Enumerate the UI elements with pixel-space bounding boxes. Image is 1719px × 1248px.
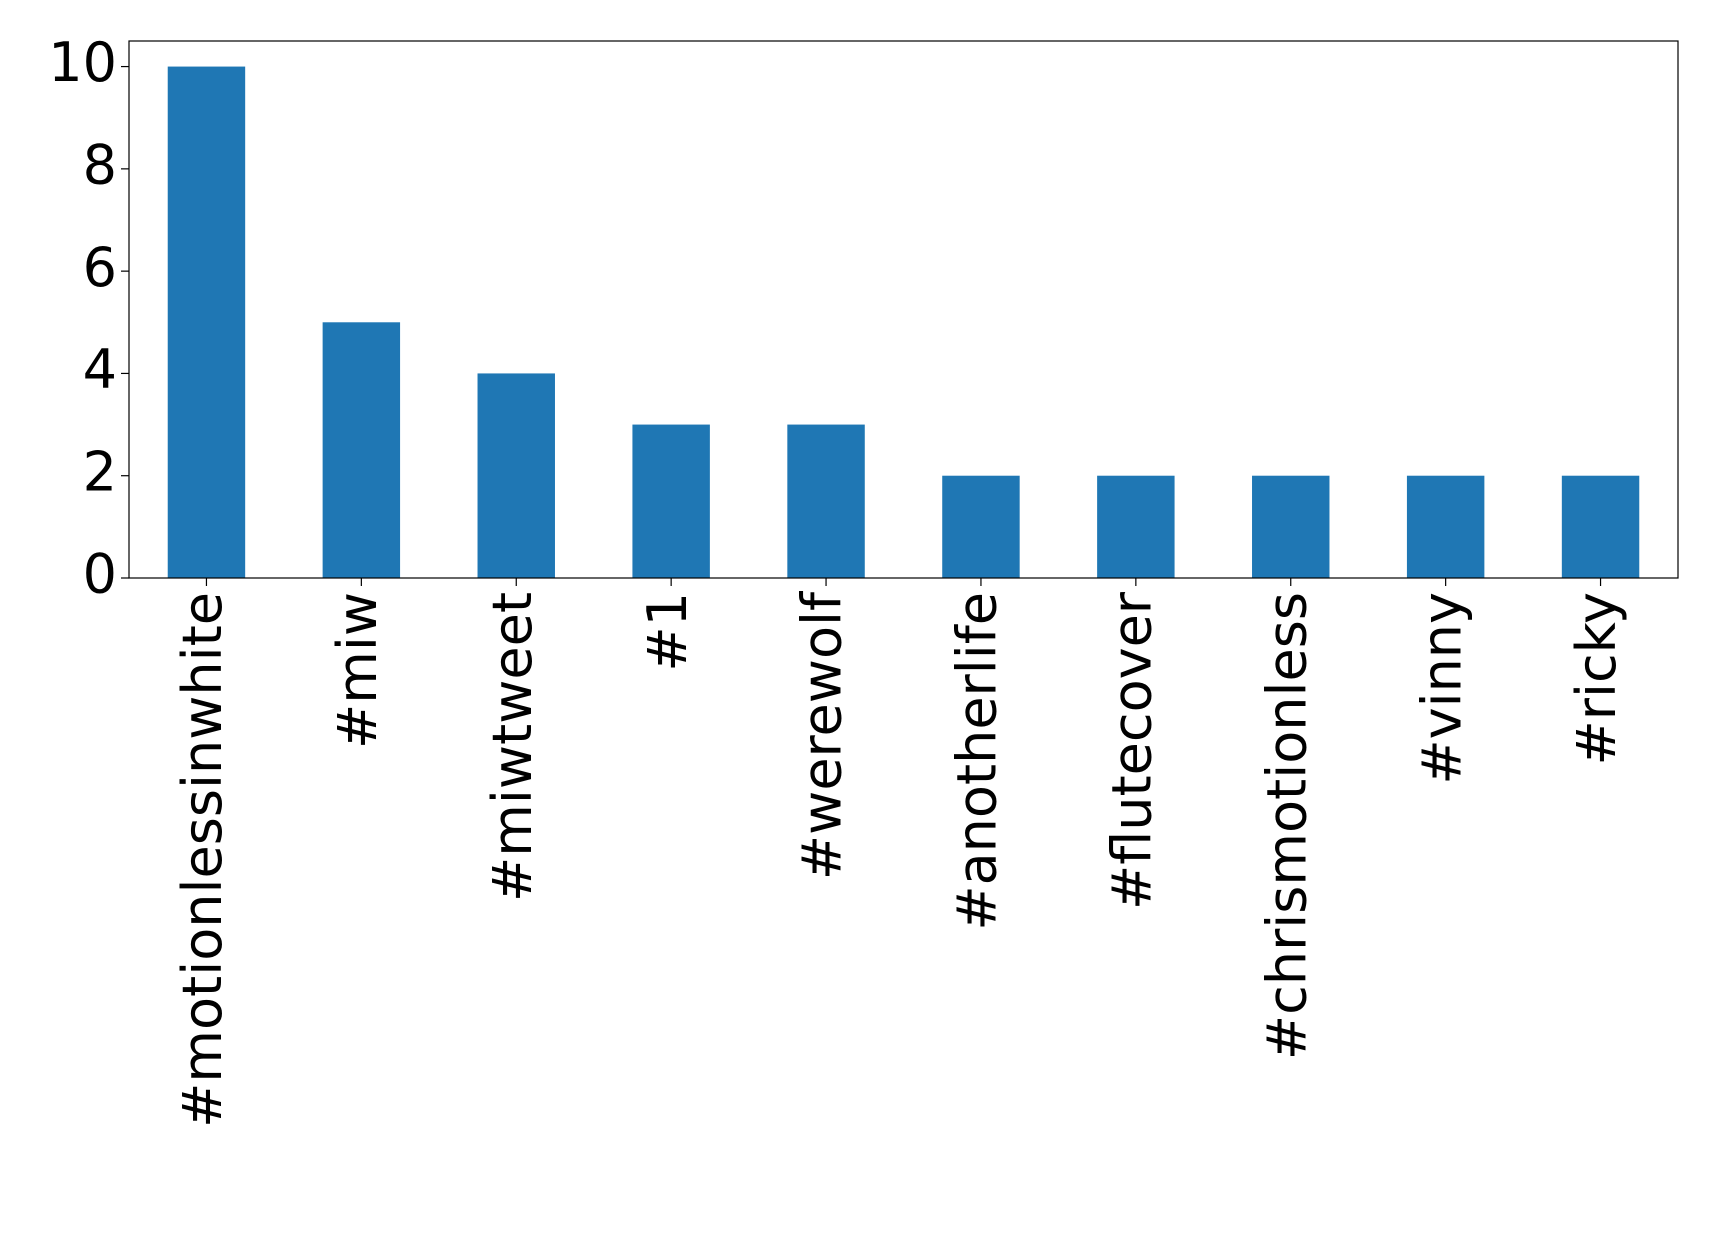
x-tick-label: #flutecover bbox=[1100, 591, 1163, 910]
x-tick-label: #chrismotionless bbox=[1255, 592, 1318, 1060]
bar bbox=[632, 424, 710, 578]
x-tick-label: #vinny bbox=[1410, 592, 1473, 785]
x-tick-label: #miwtweet bbox=[481, 592, 544, 902]
y-tick-label: 8 bbox=[83, 133, 117, 196]
x-tick-label: #ricky bbox=[1565, 592, 1628, 765]
bar bbox=[477, 373, 555, 578]
bar bbox=[942, 475, 1020, 578]
y-tick-label: 10 bbox=[48, 31, 117, 94]
y-tick-label: 6 bbox=[83, 236, 117, 299]
plot-frame bbox=[128, 40, 1679, 579]
y-tick-label: 2 bbox=[83, 440, 117, 503]
y-tick-label: 4 bbox=[83, 338, 117, 401]
bar bbox=[1561, 475, 1640, 578]
bar bbox=[322, 322, 401, 578]
x-tick-label: #motionlessinwhite bbox=[171, 592, 234, 1128]
x-tick-label: #werewolf bbox=[791, 590, 854, 880]
x-tick-label: #miw bbox=[326, 592, 389, 749]
x-tick-label: #1 bbox=[636, 592, 699, 672]
bar bbox=[787, 424, 865, 578]
y-tick-label: 0 bbox=[83, 543, 117, 606]
bar bbox=[167, 66, 246, 579]
bar bbox=[1097, 475, 1175, 578]
bar bbox=[1252, 475, 1330, 578]
bar bbox=[1406, 475, 1485, 578]
x-tick-label: #anotherlife bbox=[946, 592, 1009, 931]
